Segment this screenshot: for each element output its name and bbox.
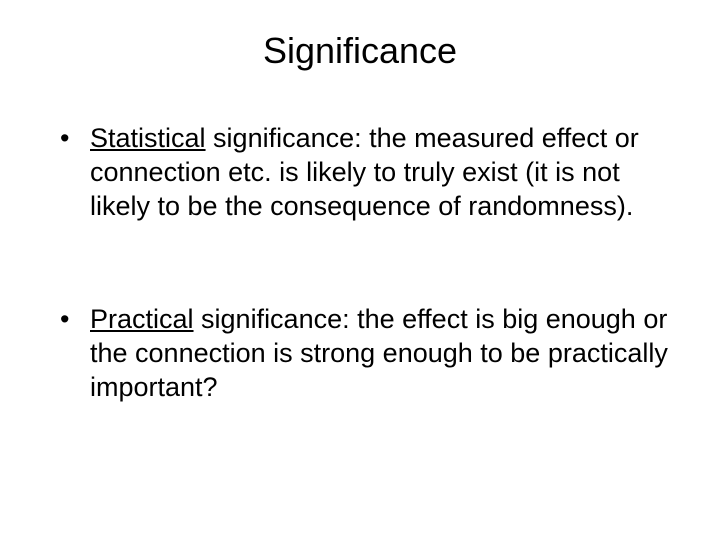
bullet-item-statistical: Statistical significance: the measured e… bbox=[40, 122, 680, 223]
bullet-list: Statistical significance: the measured e… bbox=[40, 122, 680, 405]
underlined-term: Statistical bbox=[90, 123, 206, 153]
underlined-term: Practical bbox=[90, 304, 194, 334]
slide-container: Significance Statistical significance: t… bbox=[0, 0, 720, 540]
slide-title: Significance bbox=[40, 30, 680, 72]
bullet-item-practical: Practical significance: the effect is bi… bbox=[40, 303, 680, 404]
